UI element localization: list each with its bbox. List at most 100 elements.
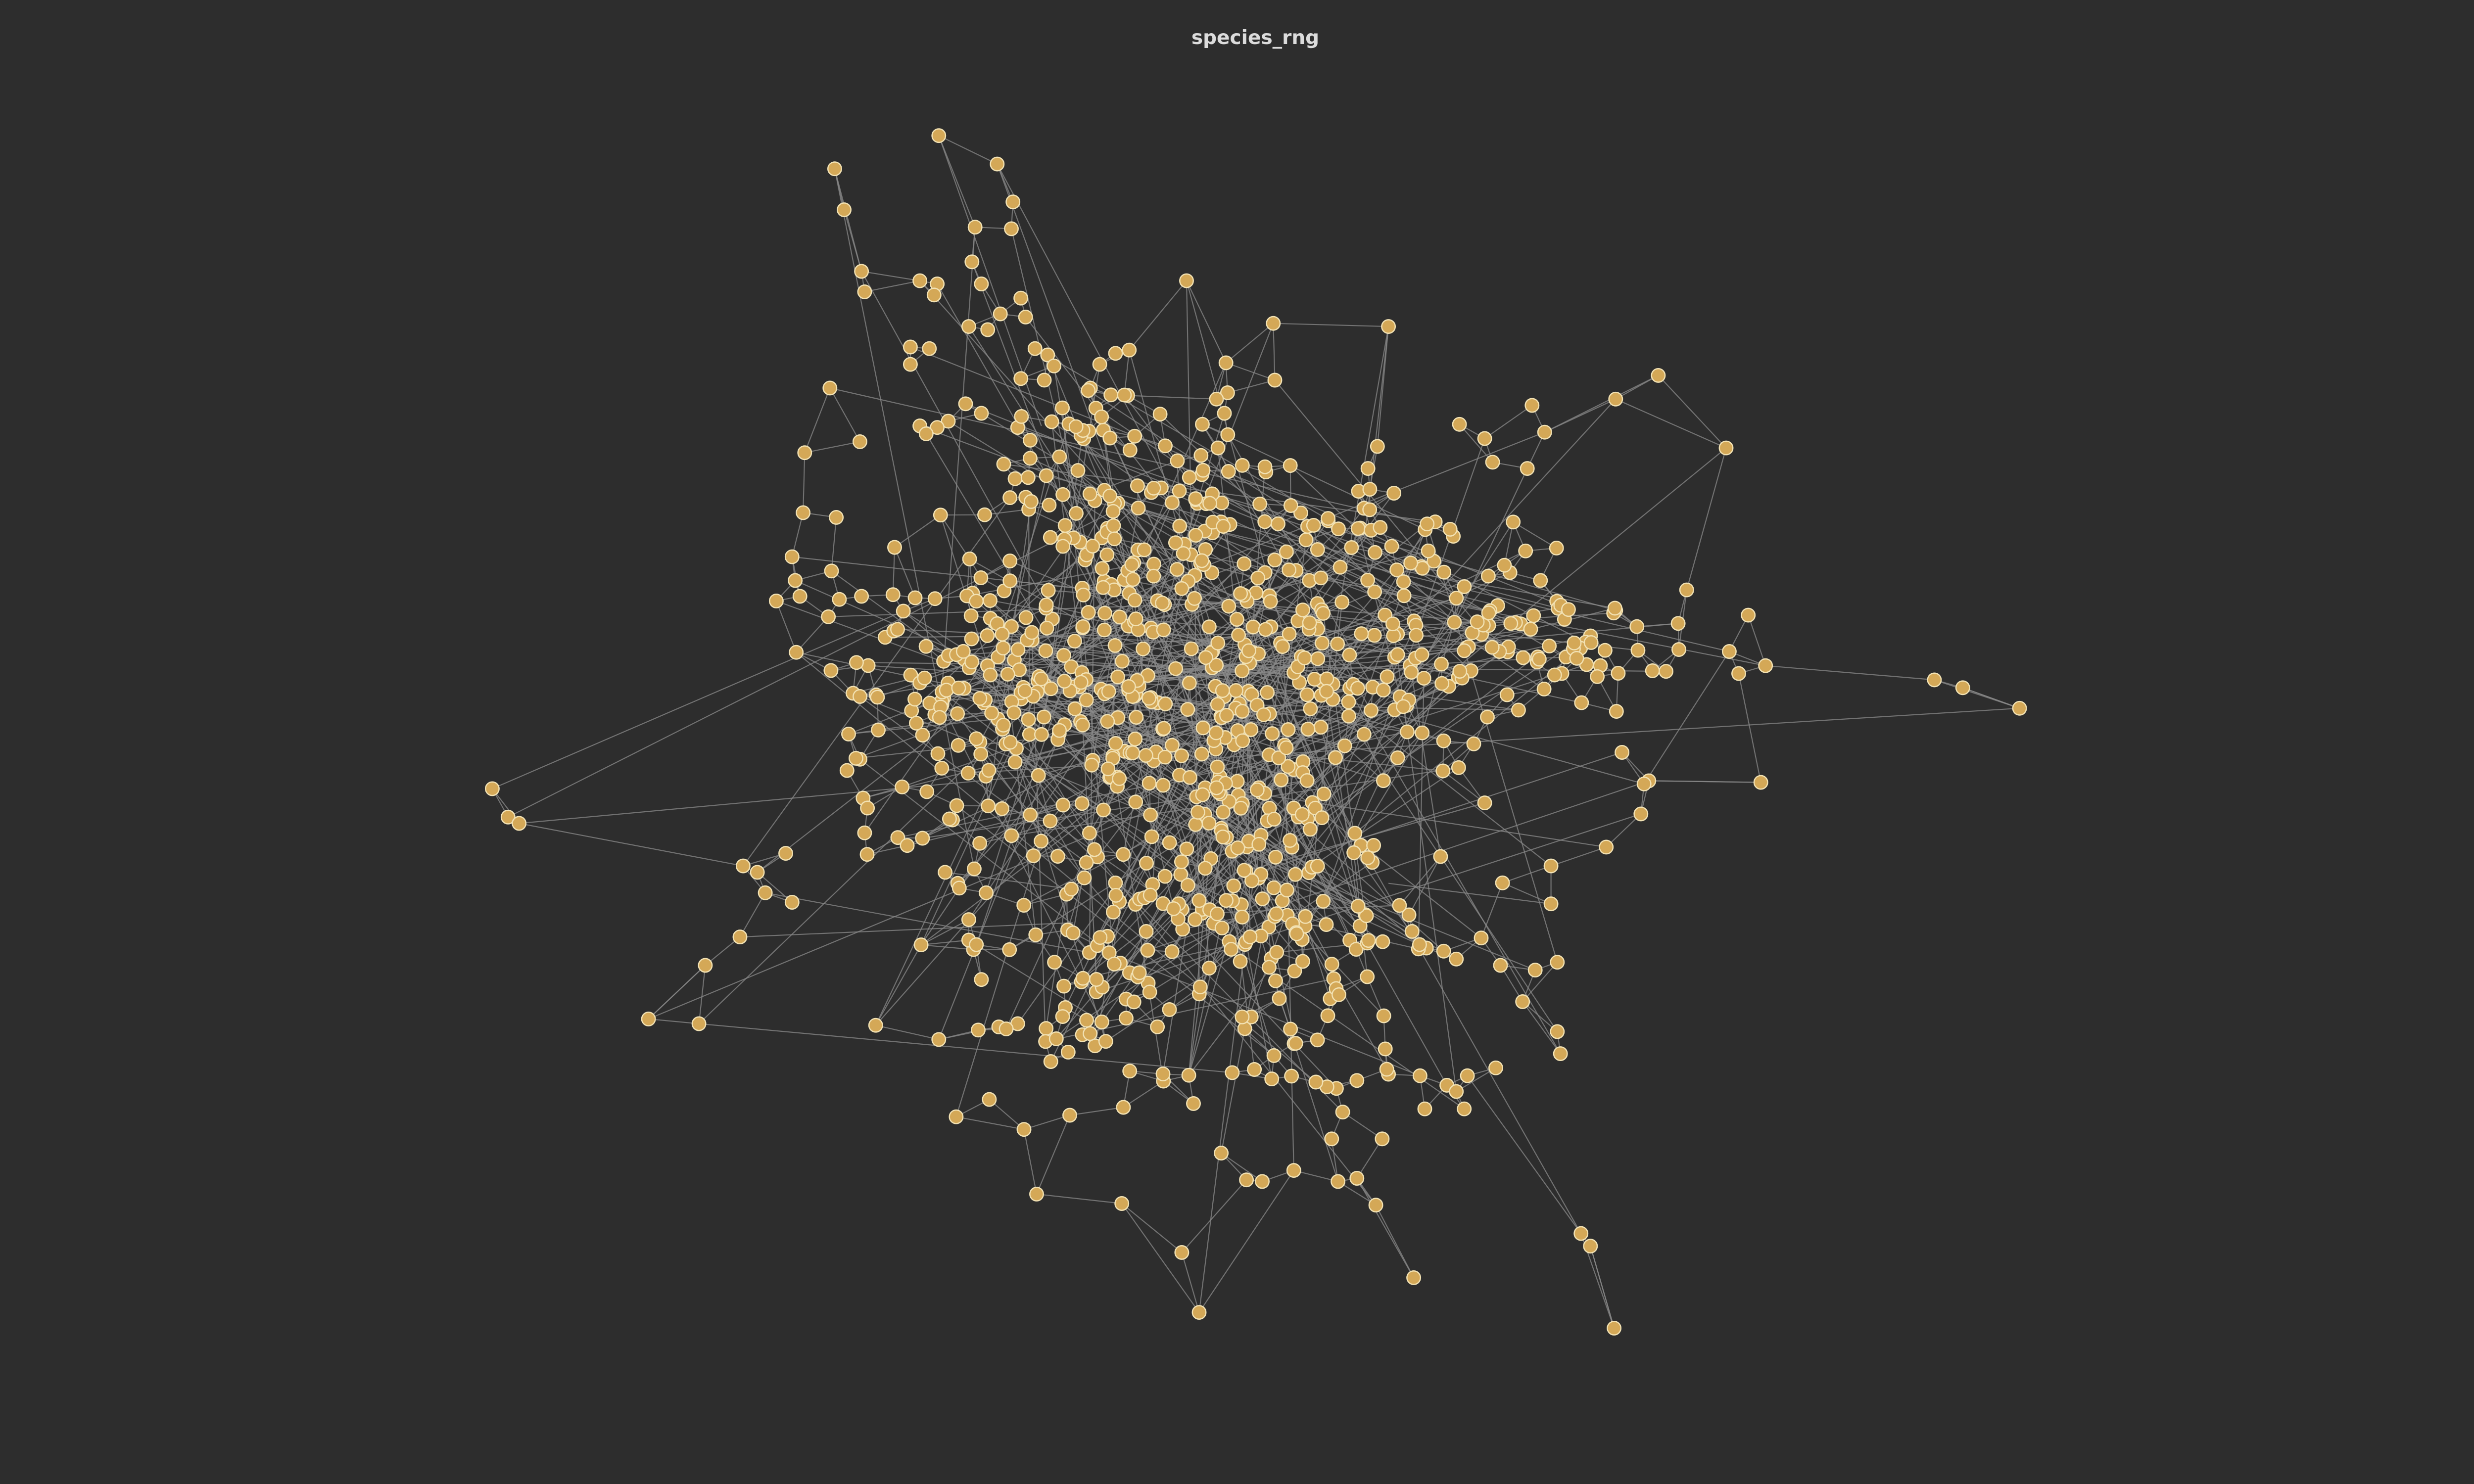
graph-node	[1216, 519, 1231, 534]
graph-node	[1679, 582, 1694, 598]
graph-node	[732, 929, 748, 945]
graph-node	[1099, 547, 1115, 562]
graph-node	[1436, 564, 1452, 580]
graph-node	[1267, 372, 1283, 388]
graph-node	[768, 593, 784, 608]
graph-node	[952, 881, 967, 896]
graph-node	[1412, 937, 1427, 952]
graph-edge	[1502, 865, 1551, 883]
graph-node	[1349, 1073, 1365, 1088]
graph-node	[1100, 761, 1116, 777]
graph-node	[1244, 873, 1259, 888]
graph-node	[1307, 672, 1322, 687]
graph-node	[1362, 482, 1378, 497]
graph-edge	[979, 744, 1173, 844]
graph-edge	[699, 1023, 1233, 1073]
graph-edge	[1765, 665, 1935, 681]
graph-edge	[698, 965, 706, 1024]
graph-node	[1018, 610, 1034, 625]
graph-node	[1235, 663, 1250, 679]
graph-edge	[1051, 421, 1087, 700]
graph-node	[964, 654, 980, 670]
graph-node	[950, 706, 965, 721]
graph-node	[1174, 581, 1189, 596]
graph-node	[1511, 702, 1526, 718]
graph-node	[1075, 619, 1091, 634]
graph-node	[1376, 683, 1391, 698]
graph-node	[1404, 665, 1419, 680]
graph-node	[1516, 650, 1531, 665]
graph-node	[1168, 535, 1183, 551]
graph-node	[1474, 930, 1489, 946]
graph-node	[915, 728, 930, 742]
graph-node	[1116, 847, 1131, 862]
graph-node	[1531, 651, 1547, 667]
graph-edge	[968, 939, 1102, 1022]
graph-node	[1118, 1011, 1134, 1026]
graph-node	[1300, 722, 1316, 737]
graph-node	[918, 426, 934, 441]
graph-node	[837, 202, 852, 218]
graph-edge	[1544, 374, 1659, 433]
graph-node	[1098, 1034, 1113, 1049]
graph-edge	[1388, 882, 1551, 905]
graph-edge	[1551, 846, 1607, 867]
graph-edge	[1513, 521, 1557, 549]
graph-node	[1341, 708, 1356, 724]
graph-node	[758, 885, 773, 900]
graph-node	[1255, 1174, 1270, 1189]
graph-node	[1493, 958, 1508, 973]
graph-node	[1670, 616, 1686, 631]
graph-node	[1023, 432, 1038, 448]
graph-node	[1611, 666, 1626, 681]
graph-node	[926, 287, 942, 303]
graph-node	[1034, 834, 1049, 849]
graph-edge	[1090, 793, 1221, 1034]
graph-node	[1024, 625, 1040, 640]
graph-node	[1233, 586, 1248, 601]
graph-node	[1239, 1172, 1254, 1188]
graph-edge	[1227, 379, 1275, 394]
graph-edge	[921, 939, 969, 946]
graph-node	[1209, 391, 1224, 407]
graph-node	[922, 341, 937, 356]
graph-edge	[1127, 395, 1217, 400]
graph-node	[1282, 626, 1297, 642]
graph-node	[1310, 1032, 1325, 1048]
graph-node	[1201, 961, 1217, 976]
graph-node	[1221, 599, 1237, 614]
graph-edge	[1356, 1138, 1383, 1179]
graph-node	[1271, 750, 1286, 765]
graph-node	[1084, 757, 1099, 773]
graph-node	[1137, 542, 1152, 557]
graph-node	[1321, 511, 1336, 526]
graph-node	[1210, 697, 1225, 712]
graph-node	[1499, 687, 1515, 702]
graph-node	[896, 603, 911, 619]
graph-edge	[1738, 673, 1761, 783]
graph-node	[1142, 984, 1157, 1000]
graph-node	[859, 847, 875, 862]
graph-node	[1302, 615, 1317, 630]
graph-edge	[1226, 362, 1275, 381]
graph-node	[1298, 532, 1314, 548]
graph-node	[995, 627, 1010, 642]
graph-node	[974, 972, 989, 987]
graph-edge	[938, 135, 976, 228]
graph-node	[1361, 933, 1376, 948]
graph-node	[1136, 641, 1151, 656]
graph-node	[1385, 616, 1400, 632]
graph-edge	[1459, 424, 1493, 463]
graph-edge	[907, 803, 1083, 846]
graph-node	[1002, 735, 1018, 750]
graph-node	[1122, 442, 1138, 458]
graph-node	[789, 645, 804, 660]
graph-node	[1241, 643, 1256, 658]
graph-node	[907, 590, 923, 605]
graph-node	[969, 731, 984, 746]
graph-node	[1298, 909, 1313, 924]
graph-node	[1188, 528, 1203, 543]
graph-node	[1067, 701, 1083, 716]
graph-node	[1182, 770, 1197, 785]
graph-node	[857, 825, 872, 840]
